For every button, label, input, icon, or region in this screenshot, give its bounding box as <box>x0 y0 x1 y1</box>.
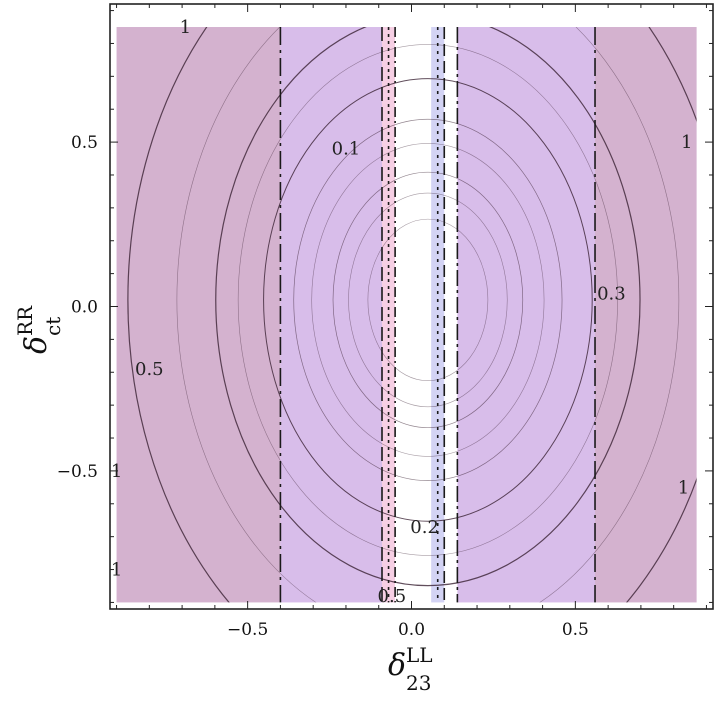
contour-minor-0 <box>367 218 489 382</box>
contour-1 <box>127 27 697 603</box>
region-inner-right <box>457 27 596 603</box>
axis-ticks <box>110 4 713 609</box>
contour-label-0: 1 <box>180 17 191 38</box>
contour-minor-1 <box>348 192 508 408</box>
contour-label-1: 0.1 <box>332 139 361 160</box>
contour-label-4: 0.5 <box>135 359 164 380</box>
contour-0_2 <box>293 118 563 481</box>
y-axis-title-symbol: δ <box>19 336 54 354</box>
x-axis-title: δ <box>388 648 406 683</box>
contour-label-7: 0.2 <box>410 517 439 538</box>
x-axis-title-sub: 23 <box>406 671 431 695</box>
contour-group <box>127 27 697 603</box>
y-tick-label-0: 0.5 <box>71 133 98 153</box>
contour-label-8: 1 <box>111 560 122 581</box>
contour-lines <box>127 27 697 603</box>
contour-0_5 <box>215 27 641 587</box>
y-axis-title-sup: RR <box>13 305 37 336</box>
y-tick-label-1: 0.0 <box>71 298 98 318</box>
region-blue-strip <box>431 27 445 603</box>
contour-label-2: 1 <box>681 132 692 153</box>
x-axis-title-sup: LL <box>406 643 433 667</box>
x-tick-label-2: 0.5 <box>562 620 589 640</box>
contour-label-6: 1 <box>678 477 689 498</box>
contour-minor-4 <box>176 27 680 603</box>
contour-0_1 <box>332 171 524 429</box>
tick-labels: −0.5 0.0 0.5 0.5 0.0 −0.5 <box>57 133 589 640</box>
contour-0_3 <box>263 78 593 522</box>
y-axis-title-sub: ct <box>41 317 65 336</box>
region-boundaries <box>279 27 596 603</box>
x-tick-label-1: 0.0 <box>398 620 425 640</box>
y-axis-title: δ RR ct <box>13 305 65 354</box>
region-outer-left <box>116 27 281 603</box>
y-tick-label-2: −0.5 <box>57 462 98 482</box>
contour-minor-3 <box>237 44 618 556</box>
region-inner-left <box>280 27 383 603</box>
contour-label-9: 0.5 <box>378 586 407 607</box>
region-outer-right <box>595 27 697 603</box>
x-tick-label-0: −0.5 <box>227 620 268 640</box>
contour-minor-2 <box>311 143 545 457</box>
exclusion-regions <box>116 27 697 603</box>
contour-label-3: 0.3 <box>597 283 626 304</box>
